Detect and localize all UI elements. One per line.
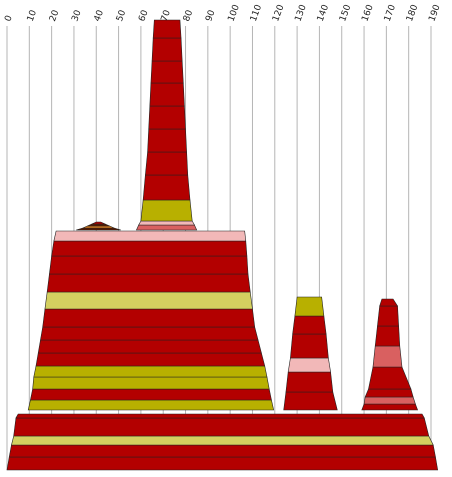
x-tick-label: 110: [249, 3, 264, 23]
layers: [6, 19, 439, 471]
x-tick-label: 130: [294, 3, 309, 23]
layer-band: [30, 388, 272, 401]
layer-band: [285, 371, 334, 393]
peak-main-mound: [6, 413, 439, 471]
x-tick-labels: 0 10 20 30 40 50 60 70 80 90 100 110 120 130 140 150 160…: [3, 3, 442, 23]
x-tick-label: 20: [48, 9, 61, 23]
layer-band: [147, 128, 187, 153]
layer-band: [368, 366, 412, 390]
x-tick-label: 160: [360, 3, 375, 23]
layer-band: [11, 435, 434, 446]
layer-band: [361, 403, 419, 411]
layer-band: [27, 399, 275, 411]
peak-middle-cone: [283, 296, 338, 411]
layer-band: [32, 376, 270, 390]
peak-tall-spire: [135, 19, 198, 231]
layer-band: [135, 224, 198, 231]
layer-band: [294, 296, 325, 317]
x-tick-label: 150: [338, 3, 353, 23]
peak-right-cone: [361, 298, 419, 411]
x-tick-label: 10: [26, 9, 39, 23]
layer-band: [13, 417, 430, 437]
layer-band: [145, 151, 189, 176]
layer-band: [51, 240, 248, 257]
layer-band: [40, 326, 259, 341]
layer-band: [151, 37, 183, 62]
layer-band: [42, 308, 256, 328]
peak-left-plateau: [27, 230, 275, 411]
layer-band: [46, 273, 251, 293]
layer-band: [377, 305, 399, 327]
layer-band: [44, 291, 253, 310]
layer-band: [33, 365, 268, 378]
x-tick-label: 0: [3, 14, 14, 23]
layer-band: [91, 221, 106, 225]
x-tick-label: 170: [383, 3, 398, 23]
layer-band: [150, 60, 184, 84]
layer-band: [8, 444, 436, 458]
layer-band: [35, 352, 266, 367]
x-tick-label: 30: [70, 9, 83, 23]
layer-band: [374, 325, 401, 347]
peak-small-bump: [76, 221, 121, 231]
x-tick-label: 180: [405, 3, 420, 23]
x-tick-label: 60: [137, 9, 150, 23]
layer-band: [364, 388, 414, 398]
x-tick-label: 40: [93, 9, 106, 23]
layer-band: [292, 315, 327, 335]
x-tick-label: 80: [182, 9, 195, 23]
x-tick-label: 190: [427, 3, 442, 23]
layer-band: [290, 333, 329, 359]
layer-band: [372, 345, 403, 368]
layer-band: [15, 413, 425, 419]
x-tick-label: 120: [271, 3, 286, 23]
x-tick-label: 50: [115, 9, 128, 23]
layer-band: [149, 82, 185, 107]
layer-band: [53, 230, 247, 242]
layer-band: [138, 220, 195, 226]
layer-band: [6, 456, 439, 471]
layer-band: [379, 298, 399, 307]
layer-band: [152, 19, 182, 39]
x-tick-label: 90: [204, 9, 217, 23]
x-tick-label: 70: [160, 9, 173, 23]
layer-band: [37, 339, 262, 354]
layer-band: [148, 105, 186, 130]
layer-band: [287, 357, 331, 373]
layer-band: [283, 391, 338, 411]
layer-band: [140, 199, 193, 222]
x-tick-label: 140: [316, 3, 331, 23]
layer-band: [363, 396, 416, 405]
x-tick-label: 100: [227, 3, 242, 23]
layer-band: [49, 255, 249, 275]
layer-band: [142, 174, 191, 201]
